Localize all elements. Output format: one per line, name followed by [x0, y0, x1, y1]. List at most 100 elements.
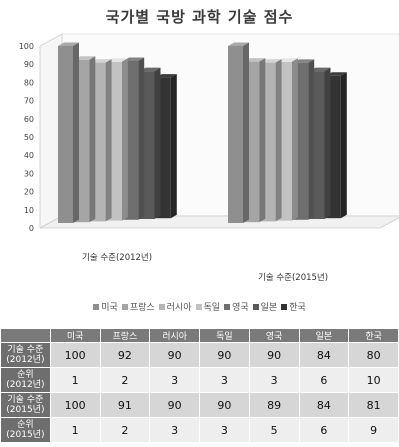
- row-header-line: (2015년): [6, 405, 45, 415]
- table-cell: 3: [149, 367, 200, 393]
- table-header-row: 미국 프랑스 러시아 독일 영국 일본 한국: [0, 328, 399, 343]
- chart-title: 국가별 국방 과학 기술 점수: [105, 8, 294, 26]
- table-cell: 3: [149, 417, 200, 443]
- y-tick-label: 100: [19, 42, 34, 51]
- legend-item: 한국: [281, 300, 306, 313]
- bar: [228, 46, 243, 223]
- row-header-line: 순위: [17, 420, 34, 430]
- table-cell: 1: [49, 417, 101, 443]
- row-header-line: (2012년): [6, 380, 45, 390]
- table-row: 순위 (2012년) 1 2 3 3 3 6 10: [0, 367, 399, 393]
- row-header-line: 순위: [17, 370, 34, 380]
- bar-top: [228, 42, 249, 46]
- table-cell: 3: [199, 367, 250, 393]
- bar-top: [155, 74, 177, 78]
- bar-top: [325, 72, 347, 76]
- y-tick-label: 0: [29, 224, 34, 233]
- bar-top: [276, 58, 298, 62]
- row-header: 순위 (2015년): [0, 417, 51, 443]
- row-header-line: (2015년): [6, 430, 45, 440]
- row-header-line: 기술 수준: [7, 395, 44, 405]
- table-corner: [0, 328, 51, 343]
- row-header: 기술 수준 (2012년): [0, 342, 51, 368]
- bar-side: [324, 67, 331, 220]
- bar-side: [243, 42, 249, 223]
- bar-side: [340, 72, 347, 219]
- table-column-header: 일본: [298, 328, 350, 343]
- table-column-header: 한국: [348, 328, 399, 343]
- bar-side: [259, 58, 266, 223]
- legend-swatch: [252, 303, 259, 310]
- bar-side: [121, 58, 128, 221]
- table-column-header: 러시아: [149, 328, 200, 343]
- legend-swatch: [158, 303, 165, 310]
- legend-swatch: [224, 303, 231, 310]
- row-header-line: 기술 수준: [7, 345, 44, 355]
- table-column-header: 프랑스: [99, 328, 151, 343]
- table-cell: 10: [348, 367, 399, 393]
- table-cell: 2: [99, 417, 151, 443]
- table-cell: 90: [149, 342, 200, 368]
- table-cell: 3: [199, 417, 250, 443]
- table-cell: 80: [348, 342, 399, 368]
- y-tick-label: 40: [24, 151, 34, 160]
- bar-top: [309, 67, 331, 72]
- table-column-header: 영국: [248, 328, 300, 343]
- bar-side: [105, 59, 112, 222]
- table-cell: 100: [49, 342, 101, 368]
- bar-side: [154, 67, 161, 220]
- bar-top: [293, 59, 315, 63]
- chart-legend: 미국 프랑스 러시아 독일 영국 일본 한국: [0, 300, 399, 313]
- legend-item: 러시아: [158, 300, 192, 313]
- table-cell: 3: [248, 367, 300, 393]
- bar-top: [90, 59, 112, 63]
- x-category-label: 기술 수준(2012년): [82, 252, 152, 263]
- legend-item: 독일: [195, 300, 221, 313]
- legend-item: 프랑스: [121, 300, 155, 313]
- legend-label: 러시아: [166, 303, 192, 313]
- bar-side: [275, 59, 282, 222]
- bar-side: [170, 74, 177, 219]
- y-tick-label: 20: [24, 188, 34, 197]
- legend-swatch: [195, 303, 202, 310]
- y-tick-label: 80: [24, 78, 34, 87]
- bar-side: [89, 56, 96, 223]
- row-header: 기술 수준 (2015년): [0, 392, 51, 418]
- y-tick-label: 70: [24, 97, 34, 106]
- bar-side: [308, 59, 315, 220]
- table-cell: 92: [99, 342, 151, 368]
- table-cell: 9: [348, 417, 399, 443]
- y-tick-label: 90: [24, 60, 34, 69]
- table-cell: 84: [298, 342, 350, 368]
- bar-top: [139, 67, 161, 72]
- table-cell: 2: [99, 367, 151, 393]
- x-category-label: 기술 수준(2015년): [258, 272, 328, 283]
- legend-item: 일본: [252, 300, 278, 313]
- row-header-line: (2012년): [6, 355, 45, 365]
- legend-label: 한국: [289, 303, 306, 313]
- table-row: 순위 (2015년) 1 2 3 3 5 6 9: [0, 417, 399, 443]
- table-cell: 1: [49, 367, 101, 393]
- legend-swatch: [121, 303, 128, 310]
- legend-item: 영국: [224, 300, 249, 313]
- bar-top: [106, 58, 128, 62]
- y-tick-label: 60: [24, 115, 34, 124]
- bar-side: [138, 57, 145, 220]
- bar-side: [291, 58, 298, 221]
- legend-label: 일본: [260, 303, 278, 313]
- legend-swatch: [281, 303, 288, 310]
- bar-top: [244, 58, 266, 62]
- table-cell: 91: [99, 392, 151, 418]
- table-cell: 6: [298, 417, 350, 443]
- legend-label: 영국: [232, 303, 249, 313]
- bar-top: [260, 59, 282, 63]
- table-cell: 81: [348, 392, 399, 418]
- table-cell: 90: [199, 392, 250, 418]
- table-cell: 90: [149, 392, 200, 418]
- y-tick-label: 30: [24, 169, 34, 178]
- bar-top: [74, 56, 96, 60]
- table-cell: 6: [298, 367, 350, 393]
- legend-swatch: [93, 303, 100, 310]
- table-cell: 100: [49, 392, 101, 418]
- legend-label: 독일: [203, 303, 221, 313]
